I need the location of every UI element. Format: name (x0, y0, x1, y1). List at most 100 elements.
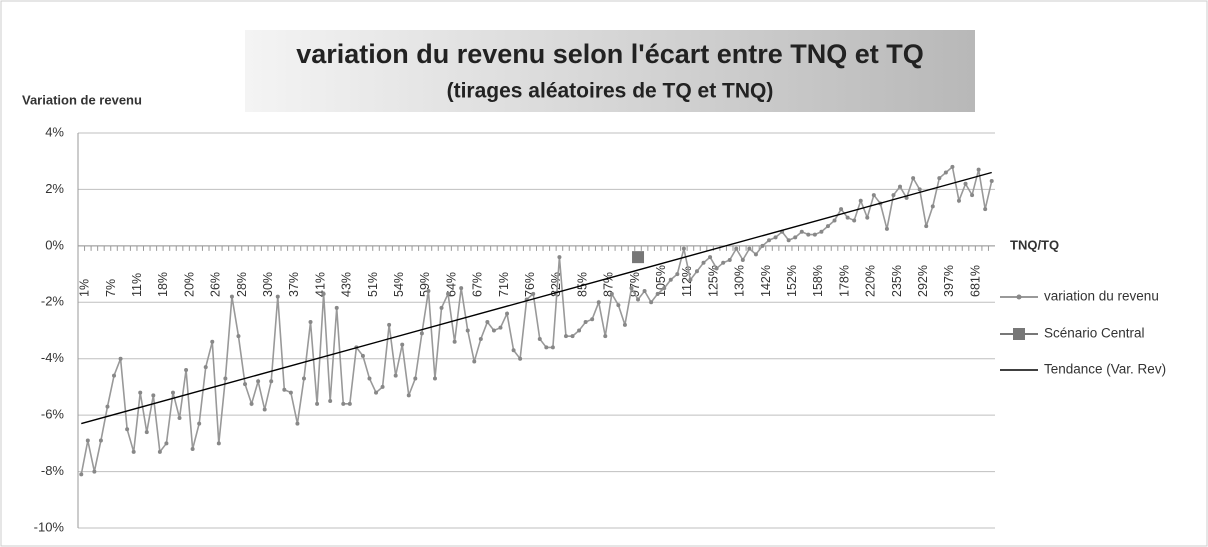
data-point (812, 232, 817, 237)
data-point (282, 387, 287, 392)
data-point (321, 291, 326, 296)
legend-label: Tendance (Var. Rev) (1044, 362, 1166, 377)
x-tick-label: 152% (785, 265, 799, 297)
data-point (419, 331, 424, 336)
x-tick-label: 76% (523, 272, 537, 297)
x-tick-label: 7% (104, 279, 118, 297)
x-tick-label: 142% (759, 265, 773, 297)
y-tick-label: -2% (41, 294, 65, 309)
legend-marker (1016, 294, 1022, 300)
data-point (256, 379, 261, 384)
data-point (956, 198, 961, 203)
data-point (164, 441, 169, 446)
x-tick-label: 30% (261, 272, 275, 297)
data-point (387, 322, 392, 327)
data-point (708, 255, 713, 260)
data-point (236, 334, 241, 339)
x-tick-label: 292% (916, 265, 930, 297)
x-tick-label: 235% (890, 265, 904, 297)
y-tick-label: -8% (41, 463, 65, 478)
data-point (85, 438, 90, 443)
data-point (537, 336, 542, 341)
title-box (245, 30, 975, 112)
x-tick-label: 54% (392, 272, 406, 297)
data-point (262, 407, 267, 412)
x-tick-label: 37% (287, 272, 301, 297)
data-point (308, 320, 313, 325)
data-point (642, 289, 647, 293)
x-tick-label: 59% (418, 272, 432, 297)
data-point (636, 297, 641, 302)
data-point (203, 365, 208, 370)
data-point (380, 384, 385, 389)
data-point (498, 325, 503, 330)
data-point (125, 427, 130, 432)
trendline (81, 171, 992, 425)
data-point (629, 286, 634, 291)
data-point (950, 164, 955, 169)
data-point (865, 215, 870, 220)
y-tick-label: 0% (45, 237, 64, 252)
data-point (891, 193, 896, 198)
data-point (694, 269, 699, 274)
data-point (184, 368, 189, 372)
x-tick-label: 41% (313, 272, 327, 297)
data-point (839, 207, 844, 212)
data-point (98, 438, 103, 443)
data-point (649, 300, 654, 305)
data-point (170, 390, 175, 395)
data-point (413, 376, 418, 381)
x-tick-label: 105% (654, 265, 668, 297)
data-point (963, 181, 968, 186)
data-point (655, 291, 660, 296)
data-point (131, 449, 136, 454)
data-point (852, 218, 857, 223)
data-point (360, 353, 365, 358)
data-point (688, 277, 693, 282)
data-point (550, 345, 555, 350)
data-point (511, 348, 516, 353)
data-point (190, 447, 195, 451)
data-point (138, 390, 143, 395)
data-point (727, 257, 732, 262)
chart-title: variation du revenu selon l'écart entre … (296, 39, 924, 69)
data-point (563, 334, 568, 339)
x-tick-label: 67% (471, 272, 485, 297)
data-point (341, 401, 346, 406)
x-axis-label: TNQ/TQ (1010, 237, 1059, 252)
x-tick-label: 178% (837, 265, 851, 297)
data-point (374, 390, 379, 395)
x-tick-label: 20% (182, 272, 196, 297)
x-tick-label: 71% (497, 272, 511, 297)
y-tick-label: -10% (34, 519, 65, 534)
data-point (799, 229, 804, 234)
legend-label: Scénario Central (1044, 326, 1145, 341)
data-point (301, 376, 306, 381)
data-point (740, 257, 745, 262)
data-point (583, 320, 588, 325)
x-tick-label: 28% (235, 272, 249, 297)
x-tick-label: 397% (942, 265, 956, 297)
data-point (446, 291, 451, 296)
data-point (701, 260, 706, 265)
data-point (760, 243, 765, 248)
chart-subtitle: (tirages aléatoires de TQ et TNQ) (447, 80, 774, 103)
data-point (426, 289, 431, 293)
y-tick-label: 4% (45, 124, 64, 139)
data-point (747, 246, 752, 251)
data-point (753, 252, 758, 257)
x-tick-label: 85% (575, 272, 589, 297)
data-point (151, 393, 156, 398)
data-point (288, 390, 293, 395)
x-tick-label: 43% (340, 272, 354, 297)
data-point (531, 291, 536, 296)
data-point (177, 415, 182, 420)
data-point (439, 305, 444, 310)
data-point (924, 224, 929, 229)
data-point (491, 328, 496, 333)
data-point (79, 472, 84, 477)
data-point (681, 246, 686, 251)
data-point (786, 238, 791, 243)
data-point (806, 232, 811, 237)
